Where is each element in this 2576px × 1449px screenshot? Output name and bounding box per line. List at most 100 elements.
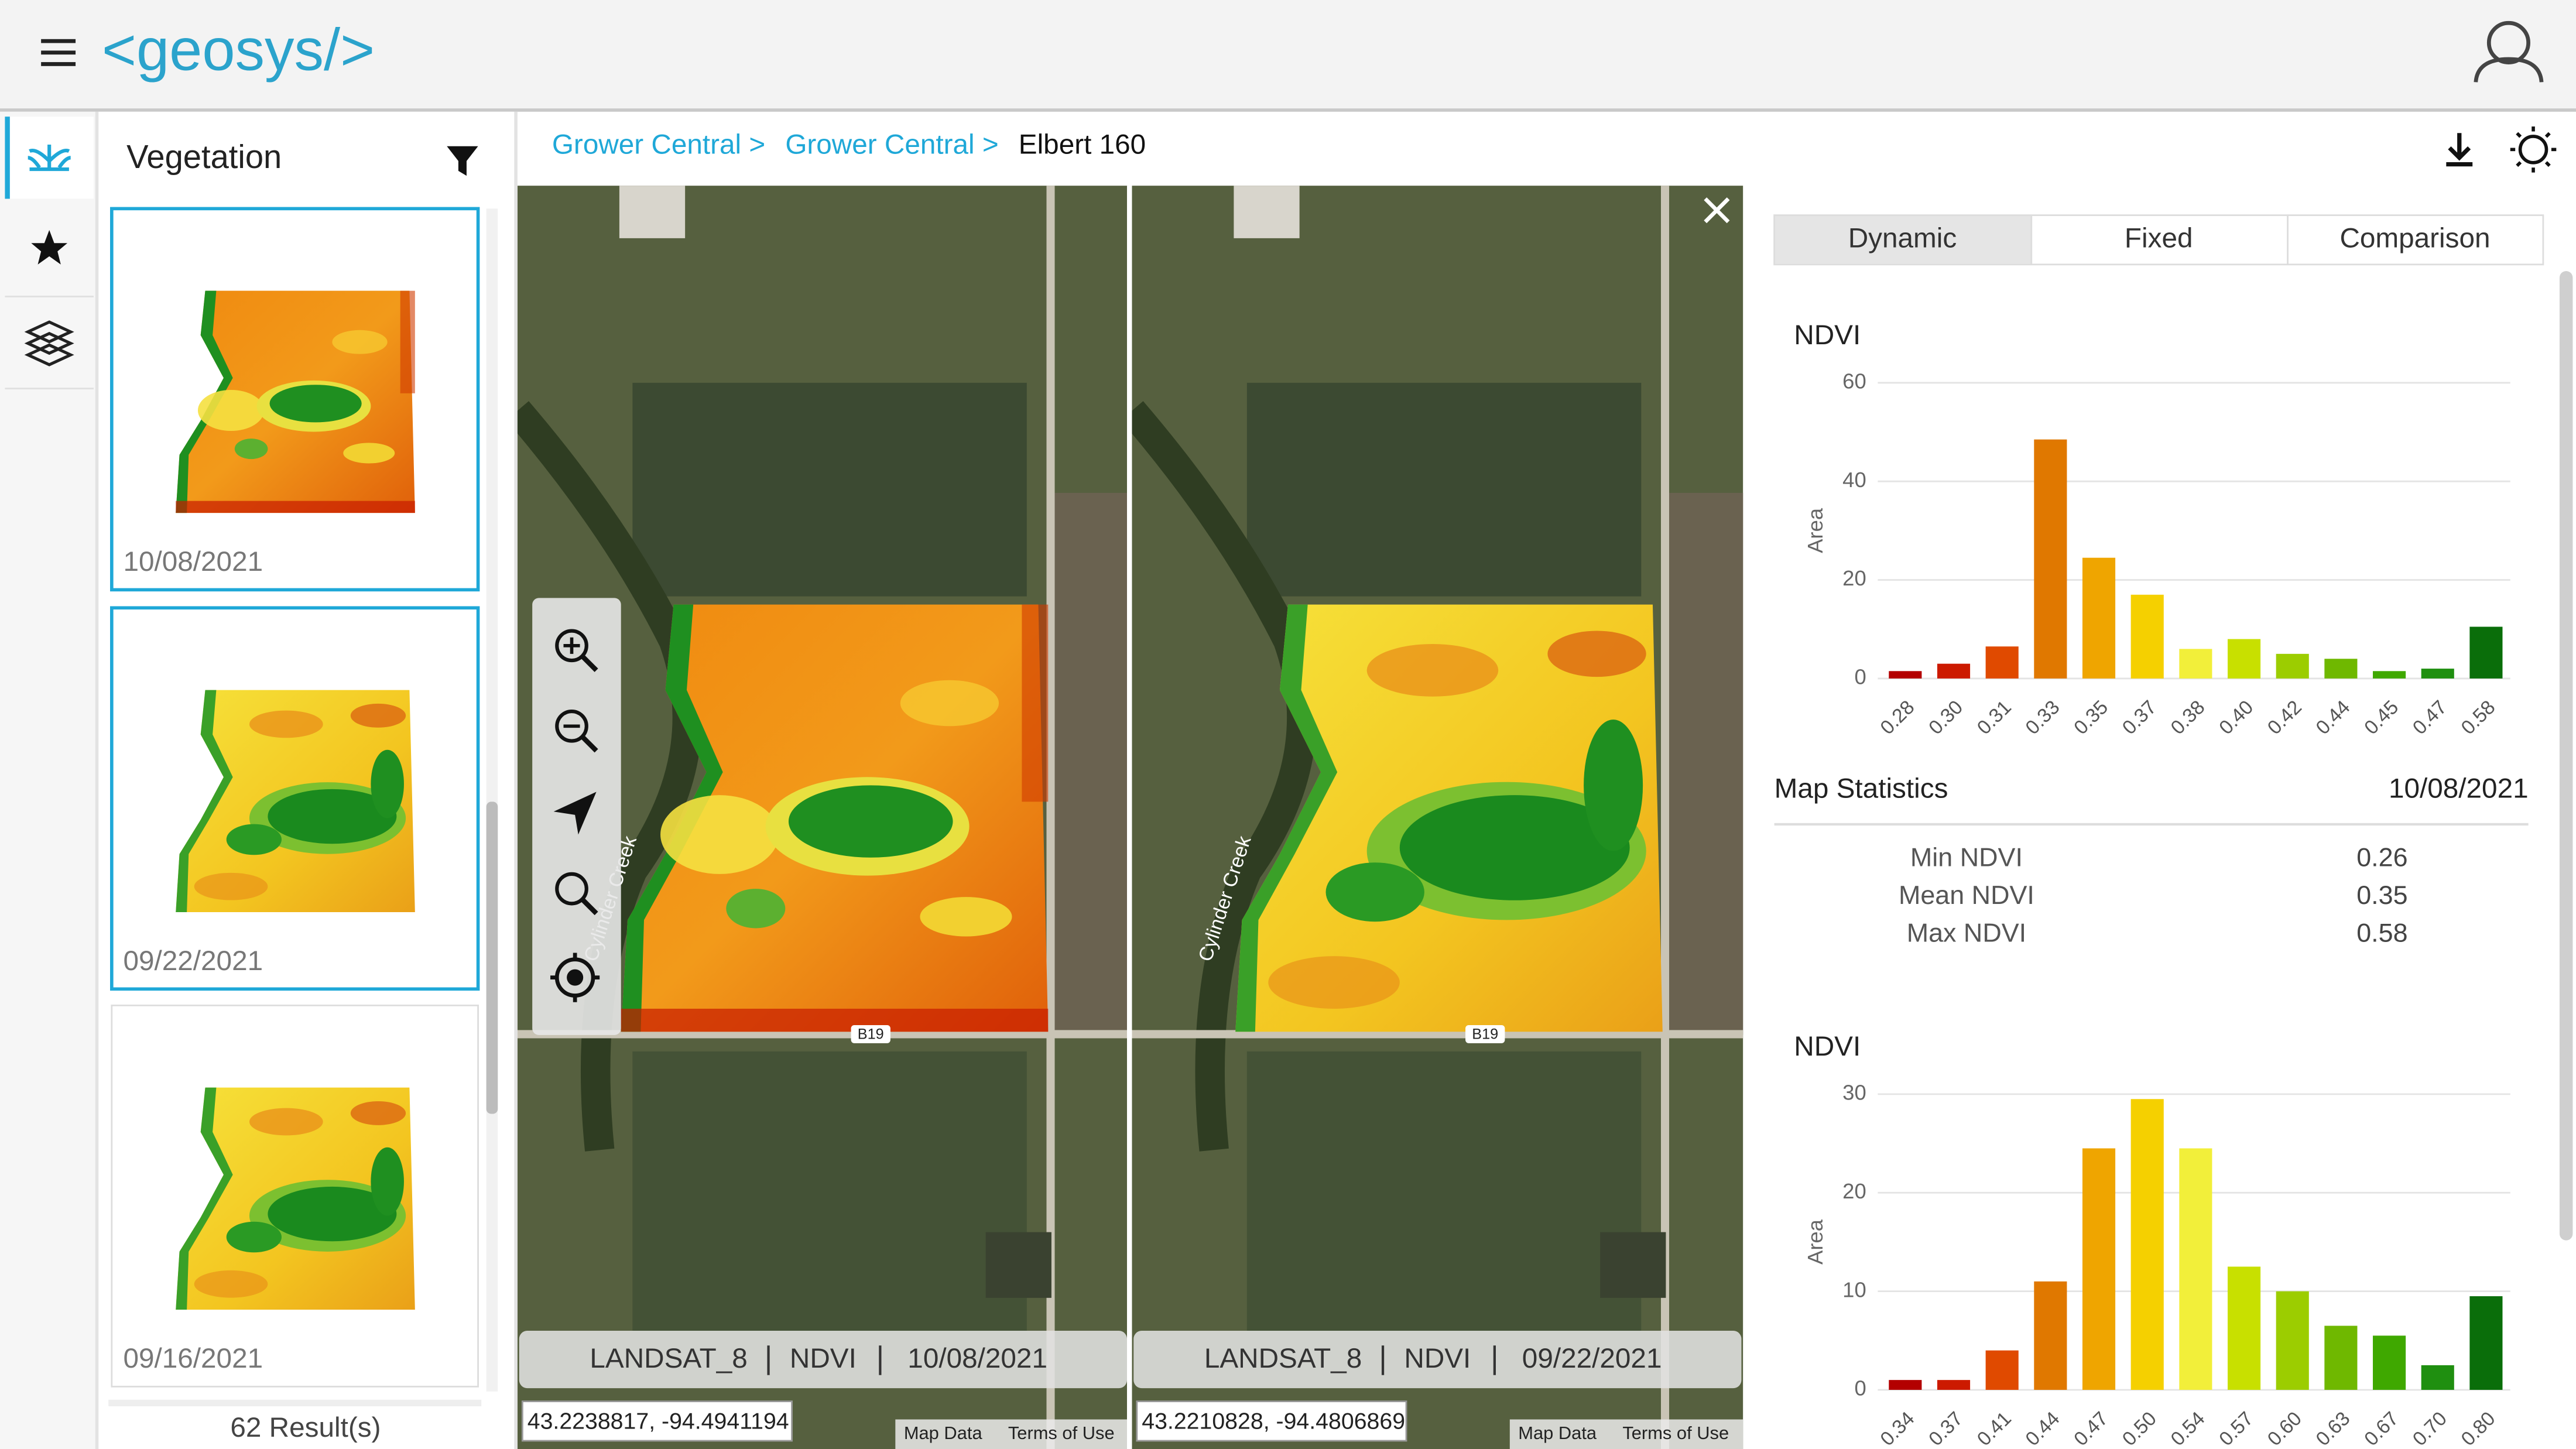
active-indicator — [5, 117, 10, 199]
stats-rule — [1774, 823, 2529, 826]
user-menu[interactable] — [2474, 20, 2544, 83]
image-card[interactable]: 10/08/2021 — [110, 207, 480, 592]
y-axis-label: Area — [1803, 508, 1827, 553]
road-shield — [851, 1025, 890, 1043]
lens-sign — [563, 637, 580, 654]
logo[interactable]: <geosys/> — [102, 17, 375, 83]
breadcrumb-link[interactable]: Grower Central > — [785, 129, 998, 160]
image-card[interactable]: 09/22/2021 — [110, 606, 480, 991]
top-bar-shadow — [0, 108, 2576, 112]
field-dark — [1246, 382, 1642, 597]
bar — [2276, 1291, 2309, 1390]
image-date: 09/22/2021 — [1522, 1343, 1662, 1374]
bar — [1985, 1350, 2019, 1390]
x-tick-label: 0.60 — [2263, 1408, 2306, 1449]
field-dark — [1246, 1051, 1642, 1331]
plant-icon — [28, 144, 71, 172]
bar — [2421, 669, 2454, 679]
tab-sep — [2030, 215, 2033, 265]
locate-direction[interactable] — [553, 792, 597, 835]
rail-border — [95, 111, 99, 1449]
field-stripe — [1666, 492, 1743, 1035]
zoom-in[interactable] — [555, 629, 598, 672]
card-date: 09/16/2021 — [123, 1343, 263, 1374]
image-card[interactable]: 09/16/2021 — [111, 1004, 479, 1388]
y-axis-label: Area — [1803, 1219, 1827, 1265]
x-tick-label: 0.47 — [2409, 697, 2451, 739]
sidebar-border — [514, 111, 518, 1449]
bar — [2227, 639, 2261, 679]
stat-value: 0.26 — [2356, 842, 2407, 872]
tab[interactable]: Comparison — [2339, 222, 2490, 254]
stat-label: Max NDVI — [1907, 918, 2026, 948]
x-tick-label: 0.80 — [2457, 1408, 2499, 1449]
index-name: NDVI — [790, 1343, 857, 1374]
download-button[interactable] — [2446, 133, 2473, 167]
bar — [2373, 1335, 2406, 1390]
scroll-track — [486, 208, 498, 1392]
close-icon — [1704, 197, 1730, 224]
ndvi-thumbnail — [176, 690, 415, 912]
tab[interactable]: Fixed — [2125, 222, 2193, 254]
menu-line — [41, 62, 76, 66]
x-tick-label: 0.44 — [2312, 697, 2354, 739]
x-tick-label: 0.40 — [2215, 697, 2258, 739]
ndvi-thumbnail — [176, 1087, 415, 1310]
x-tick-label: 0.58 — [2457, 697, 2499, 739]
close-button[interactable] — [1704, 197, 1730, 224]
road-label: B19 — [858, 1026, 884, 1043]
x-tick-label: 0.31 — [1973, 697, 2015, 739]
field-dark — [632, 382, 1027, 597]
panel-scroll[interactable] — [2559, 271, 2573, 1241]
zoom-out[interactable] — [555, 709, 598, 753]
farmstead — [619, 186, 686, 238]
target-ticks — [550, 953, 600, 1002]
footer-sep — [1493, 1345, 1496, 1375]
scroll-thumb[interactable] — [486, 801, 498, 1114]
layers-tab[interactable] — [5, 320, 94, 390]
x-tick-label: 0.47 — [2070, 1408, 2112, 1449]
results-count: 62 Result(s) — [230, 1412, 381, 1443]
terms-link[interactable]: Terms of Use — [1008, 1423, 1115, 1443]
road-shield — [1465, 1025, 1505, 1043]
x-tick-label: 0.70 — [2409, 1408, 2451, 1449]
farmstead — [1600, 1232, 1666, 1298]
bar — [1937, 663, 1971, 679]
terms-link[interactable]: Terms of Use — [1622, 1423, 1729, 1443]
list-fade — [108, 1399, 482, 1407]
x-tick-label: 0.33 — [2022, 697, 2064, 739]
handle — [581, 735, 598, 753]
map-data-link[interactable]: Map Data — [904, 1423, 983, 1443]
breadcrumb-link[interactable]: Grower Central > — [552, 129, 765, 160]
bar — [2034, 1281, 2067, 1390]
menu-button[interactable] — [41, 39, 76, 66]
filter-button[interactable] — [447, 146, 478, 176]
vegetation-tab[interactable] — [5, 117, 94, 199]
favorites-tab[interactable] — [5, 229, 94, 297]
bar — [2469, 626, 2503, 679]
weather-button[interactable] — [2510, 126, 2557, 173]
map-footer — [1133, 1330, 1742, 1389]
stats-date: 10/08/2021 — [2389, 773, 2529, 804]
my-location[interactable] — [550, 953, 600, 1002]
y-tick-label: 10 — [1842, 1277, 1866, 1301]
tab[interactable]: Dynamic — [1848, 222, 1957, 254]
menu-line — [41, 50, 76, 55]
layer-icon — [24, 320, 74, 344]
road — [517, 1030, 1129, 1039]
x-tick-label: 0.30 — [1925, 697, 1967, 739]
y-tick-label: 0 — [1854, 665, 1866, 689]
icon-rail — [0, 111, 95, 1449]
x-tick-label: 0.37 — [2118, 697, 2160, 739]
zoom-area[interactable] — [555, 872, 598, 916]
lens — [555, 872, 588, 906]
ndvi-overlay — [621, 604, 1049, 1032]
bar — [2179, 1148, 2212, 1390]
stat-value: 0.58 — [2356, 918, 2407, 948]
user-head — [2486, 20, 2530, 65]
map-data-link[interactable]: Map Data — [1518, 1423, 1597, 1443]
x-tick-label: 0.67 — [2361, 1408, 2403, 1449]
x-tick-label: 0.37 — [1925, 1408, 1967, 1449]
